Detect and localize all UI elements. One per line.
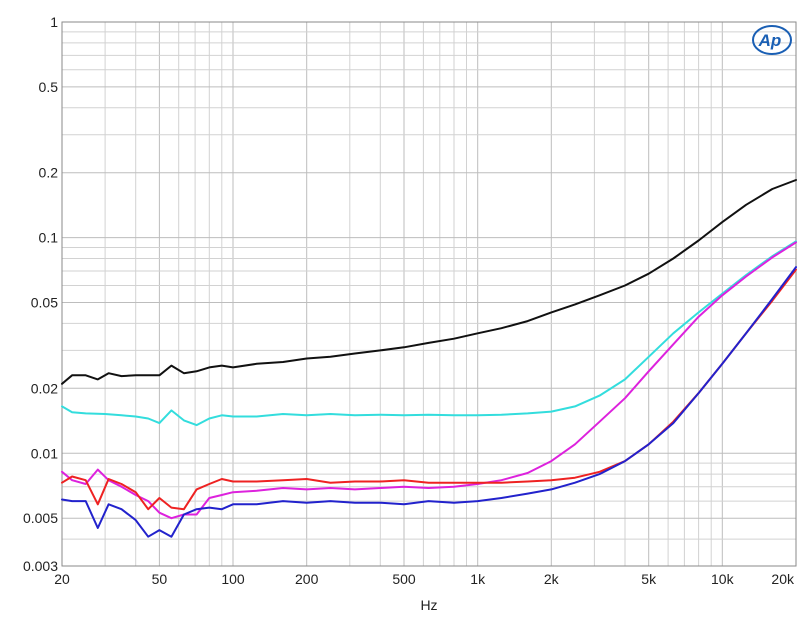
- y-tick-label: 0.05: [31, 295, 58, 311]
- series-line-1: [61, 179, 797, 385]
- y-tick-label: 0.1: [39, 230, 59, 246]
- x-tick-label: 5k: [641, 571, 657, 587]
- grid: [61, 21, 797, 567]
- x-tick-label: 100: [221, 571, 245, 587]
- y-tick-labels: 1 0.5 0.2 0.1 0.05 0.02 0.01 0.005 0.003: [23, 14, 58, 574]
- series-line-2: [61, 240, 797, 427]
- y-tick-label: 0.01: [31, 445, 58, 461]
- x-tick-label: 200: [295, 571, 319, 587]
- y-tick-label: 0.5: [39, 79, 59, 95]
- x-tick-label: 50: [152, 571, 168, 587]
- plot-frame: [61, 21, 797, 567]
- x-tick-label: 20k: [771, 571, 795, 587]
- x-tick-label: 1k: [470, 571, 486, 587]
- y-tick-label: 0.02: [31, 380, 58, 396]
- series-line-4: [61, 268, 797, 511]
- ap-logo-ring: [752, 25, 792, 55]
- ap-logo-text: Ap: [758, 31, 782, 50]
- y-tick-label: 1: [50, 14, 58, 30]
- x-tick-label: 10k: [711, 571, 735, 587]
- y-tick-label: 0.2: [39, 165, 59, 181]
- x-tick-label: 20: [54, 571, 70, 587]
- y-tick-label: 0.005: [23, 510, 58, 526]
- series-line-3: [61, 241, 797, 520]
- series-group: [61, 179, 797, 538]
- x-tick-label: 500: [392, 571, 416, 587]
- ap-logo: Ap: [752, 25, 792, 55]
- x-axis-label: Hz: [420, 597, 437, 613]
- series-line-5: [61, 266, 797, 538]
- x-tick-label: 2k: [544, 571, 560, 587]
- y-tick-label: 0.003: [23, 558, 58, 574]
- x-tick-labels: 20 50 100 200 500 1k 2k 5k 10k 20k: [54, 571, 795, 587]
